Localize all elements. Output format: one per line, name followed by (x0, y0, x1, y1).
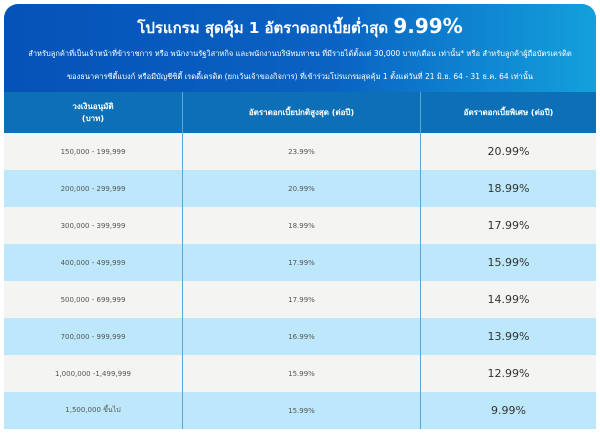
table-row: 1,500,000 ขึ้นไป 15.99% 9.99% (4, 392, 596, 429)
normal-rate-cell: 15.99% (182, 392, 420, 429)
special-rate-cell: 20.99% (420, 133, 596, 170)
special-rate-cell: 18.99% (420, 170, 596, 207)
special-rate-cell: 13.99% (420, 318, 596, 355)
normal-rate-cell: 15.99% (182, 355, 420, 392)
amount-cell: 150,000 - 199,999 (60, 147, 126, 156)
normal-rate-cell: 17.99% (182, 244, 420, 281)
special-rate-cell: 12.99% (420, 355, 596, 392)
header-normal-rate: อัตราดอกเบี้ยปกติสูงสุด (ต่อปี) (182, 92, 420, 133)
table-row: 1,000,000 -1,499,999 15.99% 12.99% (4, 355, 596, 392)
table-row: 400,000 - 499,999 17.99% 15.99% (4, 244, 596, 281)
amount-cell: 500,000 - 699,999 (60, 295, 126, 304)
banner-title-text: โปรแกรม สุดคุ้ม 1 อัตราดอกเบี้ยต่ำสุด (137, 19, 389, 37)
special-rate-cell: 9.99% (420, 392, 596, 429)
normal-rate-cell: 16.99% (182, 318, 420, 355)
header-approved-amount-unit: (บาท) (81, 113, 105, 123)
banner-title-rate: 9.99% (393, 14, 463, 38)
normal-rate-cell: 18.99% (182, 207, 420, 244)
amount-cell: 400,000 - 499,999 (60, 258, 126, 267)
special-rate-cell: 15.99% (420, 244, 596, 281)
special-rate-cell: 17.99% (420, 207, 596, 244)
rate-table: วงเงินอนุมัติ (บาท) อัตราดอกเบี้ยปกติสูง… (4, 92, 596, 429)
header-approved-amount: วงเงินอนุมัติ (บาท) (4, 92, 182, 133)
amount-cell: 200,000 - 299,999 (60, 184, 126, 193)
table-row: 500,000 - 699,999 17.99% 14.99% (4, 281, 596, 318)
header-special-rate: อัตราดอกเบี้ยพิเศษ (ต่อปี) (420, 92, 596, 133)
table-row: 700,000 - 999,999 16.99% 13.99% (4, 318, 596, 355)
table-row: 150,000 - 199,999 23.99% 20.99% (4, 133, 596, 170)
special-rate-cell: 14.99% (420, 281, 596, 318)
amount-cell: 1,000,000 -1,499,999 (54, 369, 131, 378)
banner-description-line2: ของธนาคารซีตี้แบงก์ หรือมีบัญชีซิตี้ เรด… (67, 72, 533, 81)
amount-cell: 300,000 - 399,999 (60, 221, 126, 230)
normal-rate-cell: 17.99% (182, 281, 420, 318)
table-row: 300,000 - 399,999 18.99% 17.99% (4, 207, 596, 244)
table-header-row: วงเงินอนุมัติ (บาท) อัตราดอกเบี้ยปกติสูง… (4, 92, 596, 133)
normal-rate-cell: 23.99% (182, 133, 420, 170)
banner-title: โปรแกรม สุดคุ้ม 1 อัตราดอกเบี้ยต่ำสุด 9.… (4, 16, 596, 38)
promo-banner: โปรแกรม สุดคุ้ม 1 อัตราดอกเบี้ยต่ำสุด 9.… (4, 4, 596, 96)
normal-rate-cell: 20.99% (182, 170, 420, 207)
amount-cell: 1,500,000 ขึ้นไป (65, 406, 121, 414)
banner-description-line1: สำหรับลูกค้าที่เป็นเจ้าหน้าที่ข้าราชการ … (28, 49, 572, 58)
table-row: 200,000 - 299,999 20.99% 18.99% (4, 170, 596, 207)
header-approved-amount-label: วงเงินอนุมัติ (72, 101, 114, 111)
table-body: 150,000 - 199,999 23.99% 20.99% 200,000 … (4, 133, 596, 429)
amount-cell: 700,000 - 999,999 (60, 332, 126, 341)
